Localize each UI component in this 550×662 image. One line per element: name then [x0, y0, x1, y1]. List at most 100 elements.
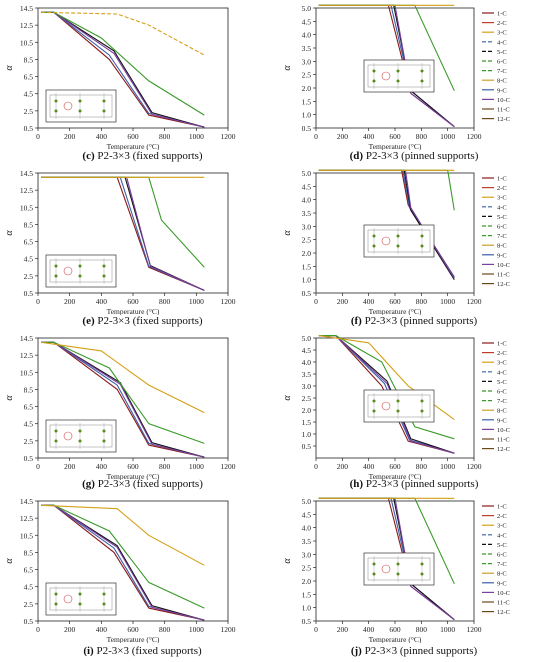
y-tick-label: 4.5: [24, 420, 34, 429]
legend-entry-label: 12-C: [497, 281, 510, 288]
inset-structure-diagram: [363, 389, 435, 423]
y-tick-label: 3.0: [302, 222, 312, 231]
x-tick-label: 200: [64, 132, 76, 141]
inset-column-marker: [78, 602, 82, 606]
y-tick-label: 4.0: [302, 524, 312, 533]
inset-fire-location-marker: [63, 266, 73, 276]
y-tick-label: 6.5: [24, 73, 34, 82]
x-tick-label: 1200: [467, 297, 482, 306]
y-tick-label: 14.5: [20, 4, 33, 13]
y-tick-label: 12.5: [20, 186, 33, 195]
x-tick-label: 1000: [189, 132, 204, 141]
legend-entry-label: 10-C: [497, 427, 510, 434]
series-line: [318, 335, 455, 440]
legend-entry-label: 4-C: [497, 532, 507, 539]
panel-caption-letter: (g): [82, 478, 98, 490]
inset-structure-diagram: [45, 89, 117, 123]
y-tick-label: 1.0: [302, 111, 312, 120]
legend-entry-label: 3-C: [497, 195, 507, 202]
inset-column-marker: [102, 264, 106, 268]
legend-entry-label: 4-C: [497, 39, 507, 46]
x-tick-label: 600: [127, 462, 139, 471]
series-line: [41, 504, 205, 566]
inset-slab: [367, 64, 431, 88]
y-tick-label: 1.0: [302, 276, 312, 285]
panel-caption-letter: (f): [350, 315, 365, 327]
y-tick-label: 4.5: [302, 182, 312, 191]
panel-caption-title: P2-3×3 (fixed supports): [97, 478, 203, 490]
y-tick-label: 3.0: [302, 382, 312, 391]
legend-entry-label: 9-C: [497, 417, 507, 424]
x-tick-label: 800: [159, 625, 171, 634]
legend-entry-label: 10-C: [497, 262, 510, 269]
y-tick-label: 2.5: [24, 600, 34, 609]
chart-c: 0.5 2.5 4.5 6.5 8.5 10.5 12.5 14.5 0 200 400 600 800…: [4, 4, 236, 150]
y-tick-label: 3.5: [302, 370, 312, 379]
x-tick-label: 800: [416, 625, 428, 634]
y-tick-label: 14.5: [20, 334, 33, 343]
inset-column-marker: [420, 234, 424, 238]
inset-column-marker: [54, 602, 58, 606]
x-tick-label: 400: [96, 462, 108, 471]
inset-column-marker: [396, 562, 400, 566]
series-line: [318, 169, 455, 279]
x-tick-label: 800: [416, 462, 428, 471]
y-tick-label: 6.5: [24, 238, 34, 247]
x-tick-label: 800: [159, 132, 171, 141]
inset-column-marker: [372, 409, 376, 413]
inset-structure-diagram: [45, 582, 117, 616]
legend-entry-label: 9-C: [497, 580, 507, 587]
x-tick-label: 1200: [221, 462, 236, 471]
inset-column-marker: [102, 429, 106, 433]
x-axis-label: Temperature (°C): [369, 142, 422, 150]
y-tick-label: 0.5: [302, 617, 312, 626]
x-tick-label: 1200: [221, 132, 236, 141]
inset-column-marker: [396, 572, 400, 576]
inset-column-marker: [102, 109, 106, 113]
inset-column-marker: [396, 399, 400, 403]
y-tick-label: 4.5: [24, 583, 34, 592]
x-tick-label: 0: [314, 462, 318, 471]
legend-entry-label: 7-C: [497, 561, 507, 568]
series-line: [41, 341, 205, 444]
panel-caption: (j) P2-3×3 (pinned supports): [278, 645, 550, 657]
y-tick-label: 2.5: [24, 437, 34, 446]
y-tick-label: 2.0: [302, 84, 312, 93]
panel-caption-letter: (d): [349, 150, 366, 162]
y-tick-label: 0.5: [302, 289, 312, 298]
x-tick-label: 0: [314, 132, 318, 141]
series-line: [41, 341, 205, 414]
y-tick-label: 1.0: [302, 430, 312, 439]
inset-structure-diagram: [45, 254, 117, 288]
x-tick-label: 600: [127, 625, 139, 634]
x-tick-label: 1000: [440, 132, 455, 141]
y-tick-label: 0.5: [24, 617, 34, 626]
y-tick-label: 4.5: [302, 17, 312, 26]
chart-h: 0.5 1.0 1.5 2.0 2.5 3.0 3.5 4.0 4.5 5.0 0 200 400 600…: [282, 334, 548, 480]
inset-column-marker: [102, 592, 106, 596]
legend-entry-label: 9-C: [497, 252, 507, 259]
x-tick-label: 0: [36, 132, 40, 141]
inset-column-marker: [372, 572, 376, 576]
panel-caption-title: P2-3×3 (pinned supports): [365, 150, 479, 162]
legend-entry-label: 3-C: [497, 30, 507, 37]
x-tick-label: 200: [64, 462, 76, 471]
x-tick-label: 1200: [467, 625, 482, 634]
panel-caption: (h) P2-3×3 (pinned supports): [278, 478, 550, 490]
inset-column-marker: [78, 109, 82, 113]
legend-box: [480, 338, 548, 458]
legend-entry-label: 2-C: [497, 350, 507, 357]
legend-entry-label: 5-C: [497, 542, 507, 549]
chart-f: 0.5 1.0 1.5 2.0 2.5 3.0 3.5 4.0 4.5 5.0 0 200 400 600…: [282, 169, 548, 315]
inset-fire-location-marker: [63, 594, 73, 604]
inset-slab: [49, 94, 113, 118]
legend-entry-label: 5-C: [497, 49, 507, 56]
inset-column-marker: [372, 69, 376, 73]
y-tick-label: 3.5: [302, 44, 312, 53]
y-tick-label: 0.5: [302, 442, 312, 451]
chart-d: 0.5 1.0 1.5 2.0 2.5 3.0 3.5 4.0 4.5 5.0 0 200 400 600…: [282, 4, 548, 150]
y-tick-label: 2.0: [302, 249, 312, 258]
y-tick-label: 2.0: [302, 406, 312, 415]
x-tick-label: 1000: [189, 462, 204, 471]
y-tick-label: 12.5: [20, 21, 33, 30]
